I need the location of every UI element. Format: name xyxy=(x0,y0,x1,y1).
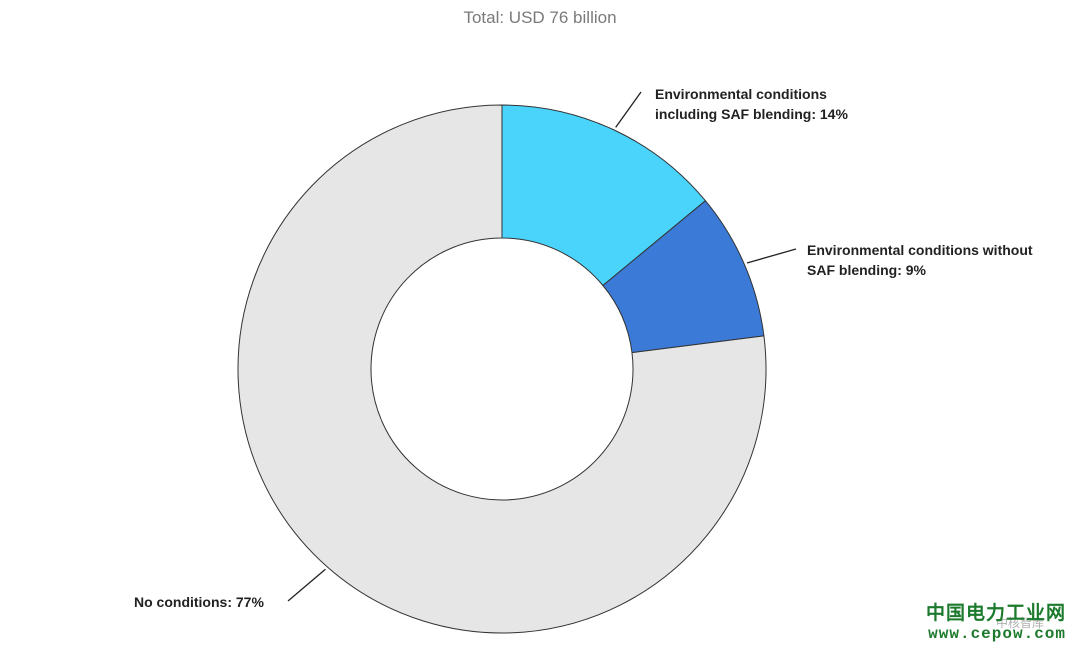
slice-label-env-with-saf: Environmental conditions including SAF b… xyxy=(655,85,848,124)
slice-env-with-saf xyxy=(501,104,707,287)
watermark-url: www.cepow.com xyxy=(928,625,1066,643)
slice-label-line: including SAF blending: 14% xyxy=(655,105,848,122)
leader-line xyxy=(746,248,797,264)
slice-label-line: Environmental conditions without xyxy=(807,242,1033,258)
slice-label-line: Environmental conditions xyxy=(655,86,827,102)
watermark-sub: 中核智库 xyxy=(995,616,1044,630)
slice-label-line: SAF blending: 9% xyxy=(807,261,926,278)
watermark: 中国电力工业网 www.cepow.com xyxy=(926,598,1066,643)
slice-label-env-without-saf: Environmental conditions without SAF ble… xyxy=(807,241,1033,280)
slice-no-conditions xyxy=(237,104,767,634)
slice-label-no-conditions: No conditions: 77% xyxy=(134,593,264,613)
slice-label-line: No conditions: 77% xyxy=(134,594,264,610)
watermark-brand: 中国电力工业网 xyxy=(925,603,1066,624)
chart-title: Total: USD 76 billion xyxy=(463,8,617,27)
leader-line xyxy=(615,91,642,128)
leader-line xyxy=(287,568,326,602)
